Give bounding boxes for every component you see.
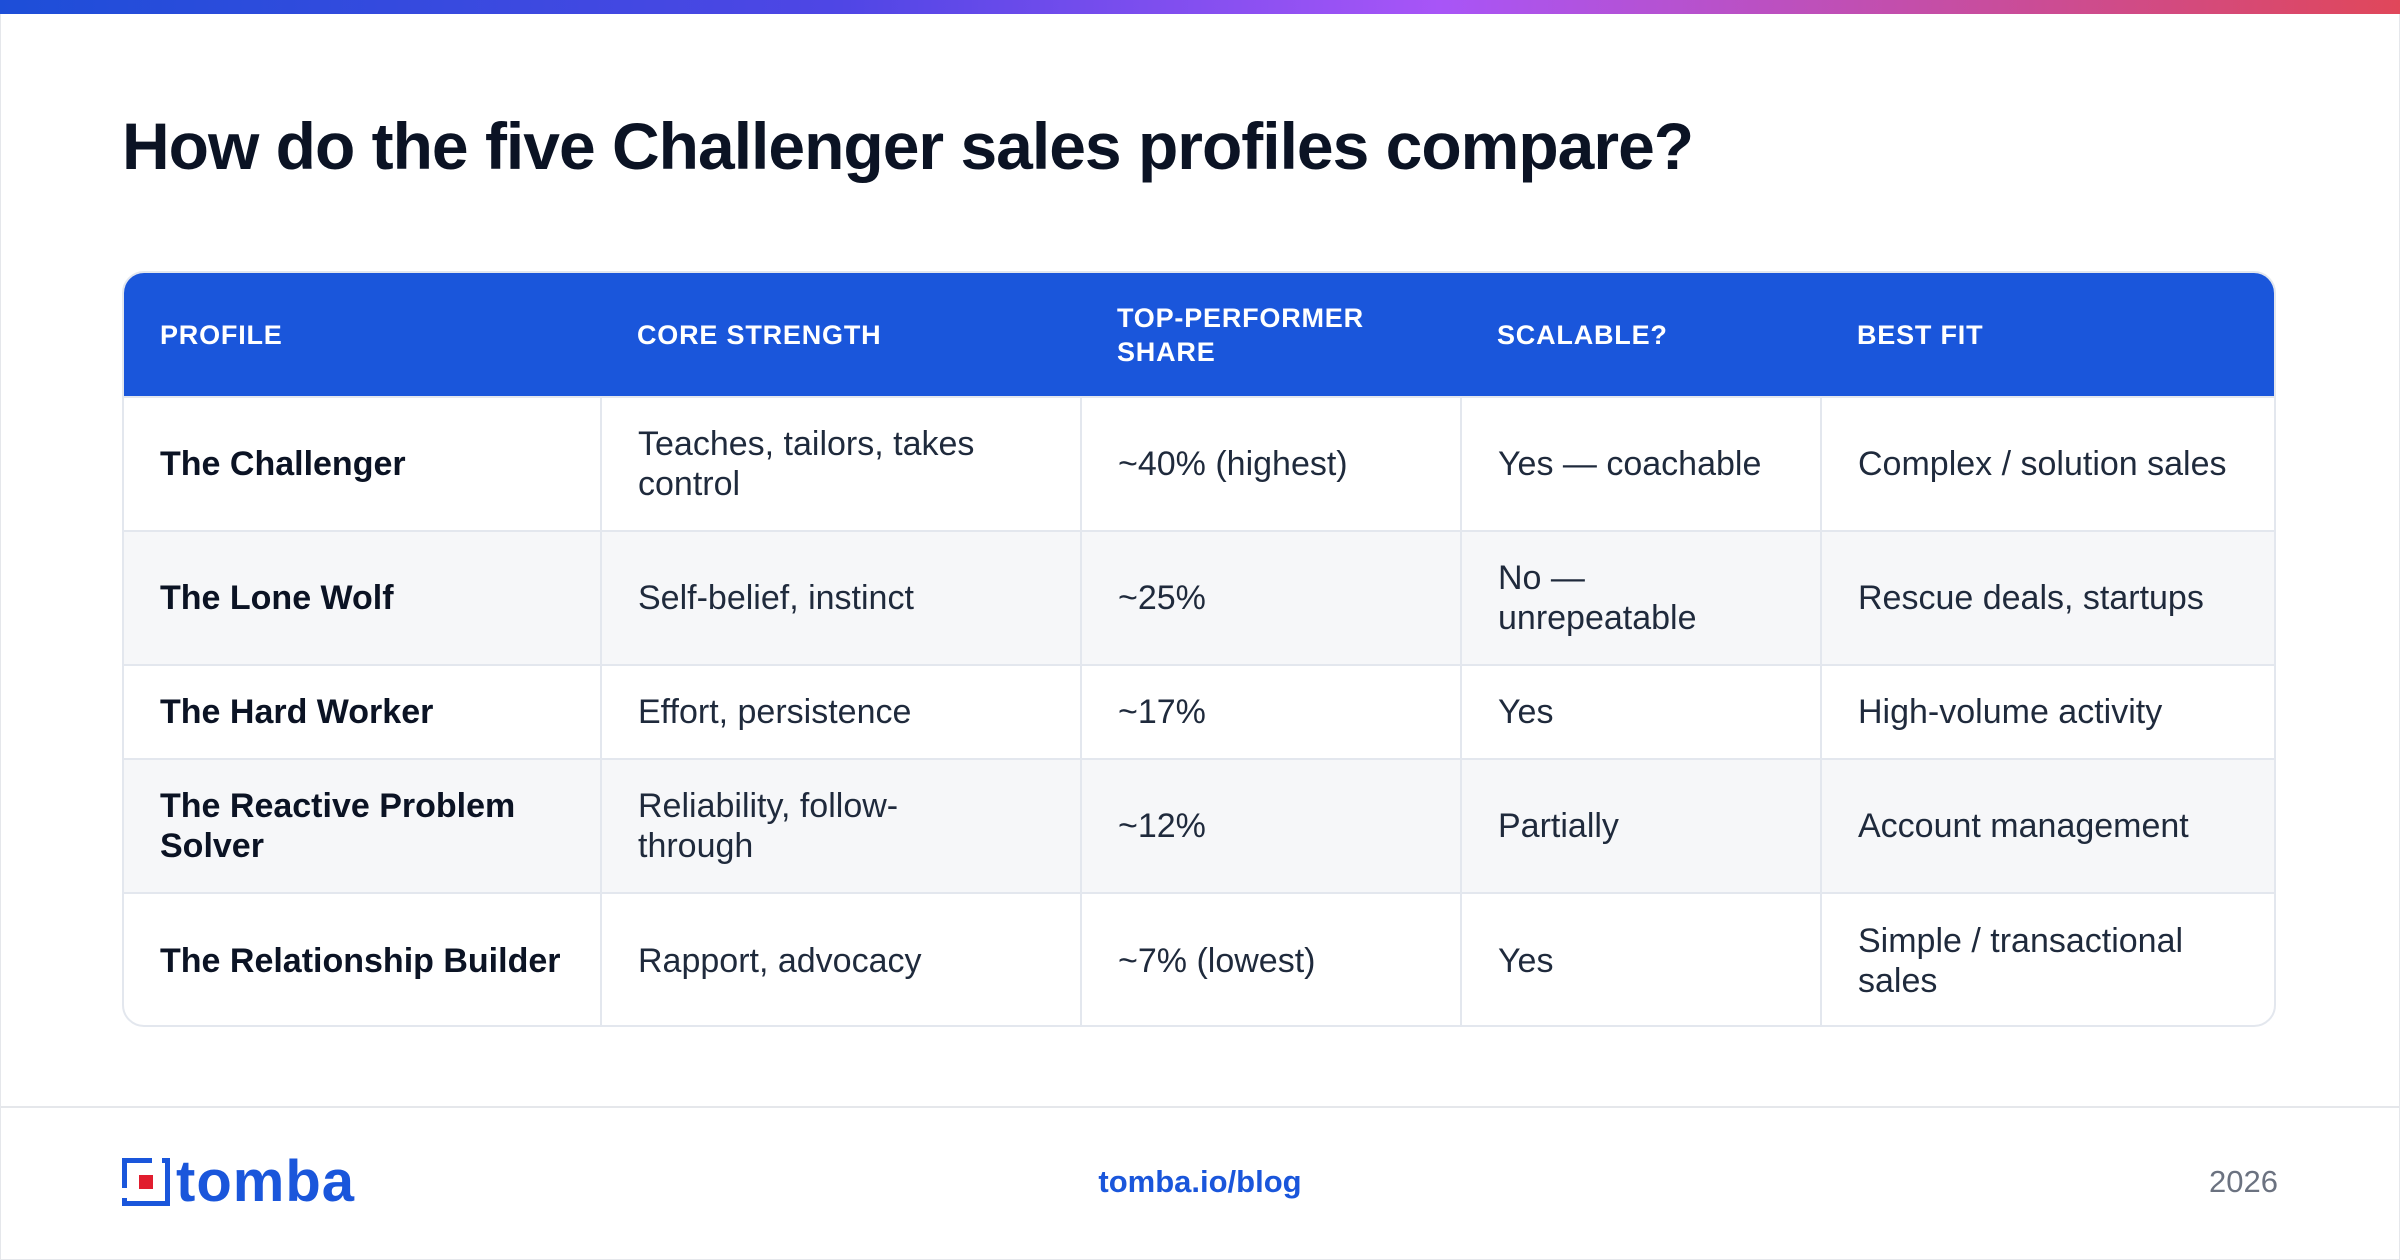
header-profile: PROFILE: [160, 319, 283, 350]
table-header-row: PROFILE CORE STRENGTH TOP-PERFORMER SHAR…: [124, 273, 2274, 397]
table-row: The Relationship Builder Rapport, advoca…: [124, 892, 2274, 1025]
share-cell: ~7% (lowest): [1081, 892, 1462, 1025]
footer-divider: [0, 1106, 2400, 1108]
header-scalable: SCALABLE?: [1497, 319, 1668, 350]
best-fit-cell: Account management: [1821, 758, 2274, 893]
profile-cell: The Lone Wolf: [124, 530, 602, 665]
best-fit-cell: Complex / solution sales: [1821, 396, 2274, 531]
page-title: How do the five Challenger sales profile…: [122, 109, 1694, 183]
core-strength-cell: Effort, persistence: [601, 664, 1082, 759]
comparison-table: PROFILE CORE STRENGTH TOP-PERFORMER SHAR…: [122, 271, 2276, 1027]
header-core-strength: CORE STRENGTH: [637, 319, 882, 350]
table-row: The Lone Wolf Self-belief, instinct ~25%…: [124, 530, 2274, 665]
header-top-performer-share: TOP-PERFORMER SHARE: [1117, 302, 1364, 367]
footer-year: 2026: [2209, 1164, 2278, 1199]
scalable-cell: Yes: [1461, 892, 1822, 1025]
blog-link[interactable]: tomba.io/blog: [1098, 1164, 1302, 1199]
tomba-logo-icon: [121, 1157, 171, 1207]
profile-cell: The Hard Worker: [124, 664, 602, 759]
table-row: The Reactive Problem Solver Reliability,…: [124, 758, 2274, 893]
core-strength-cell: Rapport, advocacy: [601, 892, 1082, 1025]
profile-cell: The Relationship Builder: [124, 892, 602, 1025]
best-fit-cell: Rescue deals, startups: [1821, 530, 2274, 665]
table-row: The Challenger Teaches, tailors, takes c…: [124, 396, 2274, 531]
table-row: The Hard Worker Effort, persistence ~17%…: [124, 664, 2274, 759]
profile-cell: The Challenger: [124, 396, 602, 531]
core-strength-cell: Teaches, tailors, takes control: [601, 396, 1082, 531]
tomba-logo: tomba: [121, 1149, 382, 1214]
best-fit-cell: High-volume activity: [1821, 664, 2274, 759]
scalable-cell: Yes — coachable: [1461, 396, 1822, 531]
logo-wordmark: tomba: [176, 1149, 355, 1214]
share-cell: ~40% (highest): [1081, 396, 1462, 531]
share-cell: ~12%: [1081, 758, 1462, 893]
core-strength-cell: Self-belief, instinct: [601, 530, 1082, 665]
header-best-fit: BEST FIT: [1857, 319, 1984, 350]
share-cell: ~25%: [1081, 530, 1462, 665]
profile-cell: The Reactive Problem Solver: [124, 758, 602, 893]
share-cell: ~17%: [1081, 664, 1462, 759]
scalable-cell: No — unrepeatable: [1461, 530, 1822, 665]
core-strength-cell: Reliability, follow-through: [601, 758, 1082, 893]
best-fit-cell: Simple / transactional sales: [1821, 892, 2274, 1025]
gradient-top-bar: [0, 0, 2400, 14]
scalable-cell: Partially: [1461, 758, 1822, 893]
scalable-cell: Yes: [1461, 664, 1822, 759]
